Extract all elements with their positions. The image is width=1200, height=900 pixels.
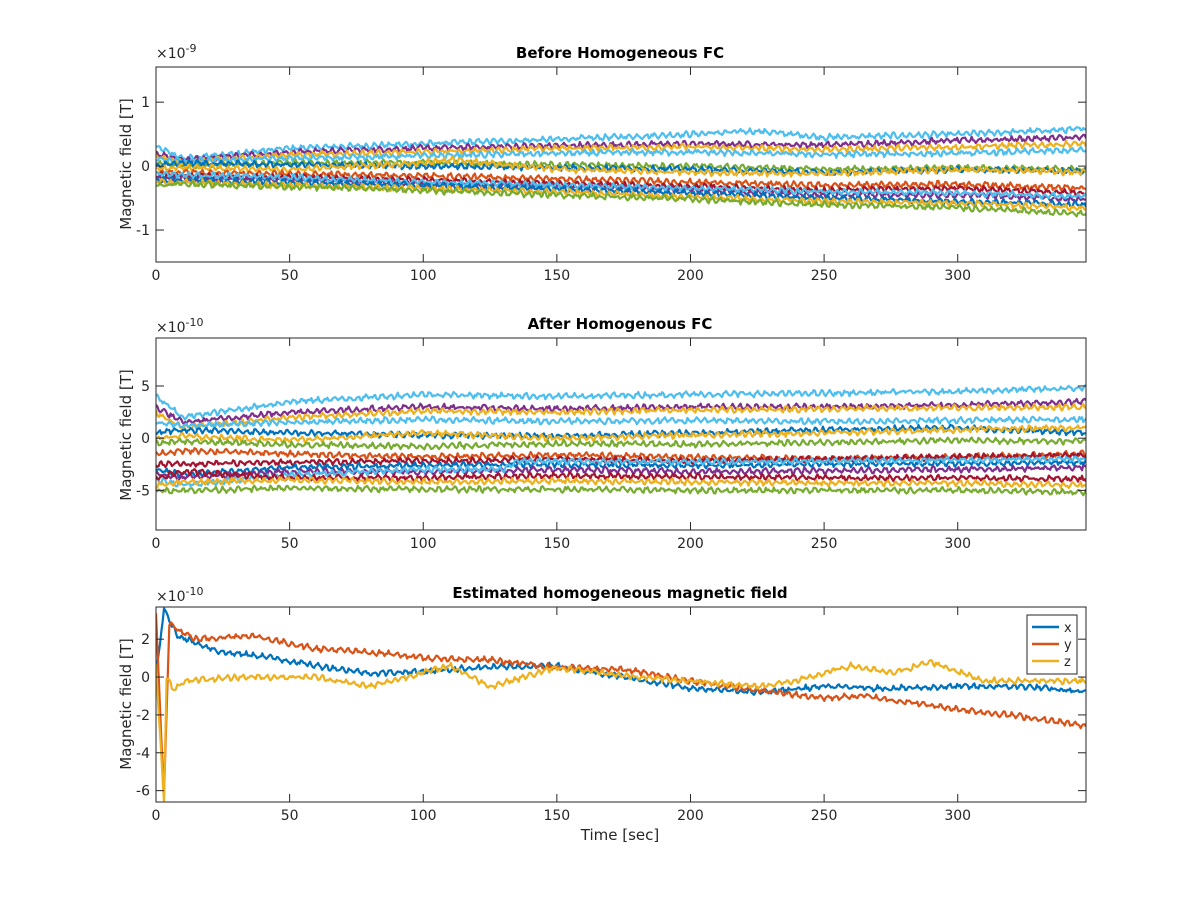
x-tick-label: 150 (543, 536, 570, 552)
y-exponent-power: -10 (186, 585, 204, 598)
series-line (156, 455, 1086, 488)
series-lines (156, 607, 1086, 802)
chart-title: Estimated homogeneous magnetic field (452, 584, 787, 602)
series-line (156, 168, 1086, 192)
x-tick-label: 200 (677, 808, 704, 824)
series-line (156, 176, 1086, 208)
y-tick-label: 0 (141, 670, 150, 686)
series-line (156, 415, 1086, 430)
series-line (156, 170, 1086, 200)
x-tick-label: 300 (944, 536, 971, 552)
x-tick-label: 0 (152, 808, 161, 824)
y-axis-label: Magnetic field [T] (117, 369, 135, 500)
x-tick-label: 50 (281, 808, 299, 824)
y-tick-label: -1 (136, 223, 150, 239)
x-tick-label: 50 (281, 268, 299, 284)
y-tick-label: 1 (141, 95, 150, 111)
x-tick-label: 150 (543, 808, 570, 824)
series-line (156, 475, 1086, 490)
y-exponent-power: -10 (186, 316, 204, 329)
series-line (156, 613, 1086, 795)
series-line (156, 402, 1086, 431)
x-tick-label: 300 (944, 268, 971, 284)
chart-title: Before Homogeneous FC (516, 44, 724, 62)
y-tick-label: 2 (141, 632, 150, 648)
x-tick-label: 250 (811, 808, 838, 824)
y-tick-label: -4 (136, 746, 150, 762)
series-line (156, 155, 1086, 178)
axes-frame (155, 66, 1087, 263)
series-line (156, 133, 1086, 164)
x-tick-label: 250 (811, 536, 838, 552)
series-lines (156, 384, 1086, 497)
y-exponent-power: -9 (186, 42, 197, 55)
y-tick-label: 5 (141, 379, 150, 395)
series-line (156, 397, 1086, 426)
y-exponent-base: ×10 (156, 46, 186, 62)
x-tick-label: 200 (677, 536, 704, 552)
series-line (156, 436, 1086, 451)
y-exponent-base: ×10 (156, 589, 186, 605)
legend-label: x (1064, 621, 1072, 636)
x-tick-label: 300 (944, 808, 971, 824)
x-tick-label: 150 (543, 268, 570, 284)
x-tick-label: 50 (281, 536, 299, 552)
series-line (156, 180, 1086, 218)
x-axis-label: Time [sec] (580, 826, 659, 844)
series-lines (156, 125, 1086, 218)
subplot-before-fc: Before Homogeneous FC Magnetic field [T]… (117, 42, 1087, 284)
y-axis-label: Magnetic field [T] (117, 638, 135, 769)
y-exponent-label: ×10-10 (156, 316, 204, 336)
x-tick-label: 250 (811, 268, 838, 284)
series-line (156, 484, 1086, 497)
x-tick-label: 100 (410, 268, 437, 284)
series-line (156, 125, 1086, 162)
x-tick-label: 100 (410, 808, 437, 824)
y-tick-label: -6 (136, 784, 150, 800)
x-tick-label: 0 (152, 268, 161, 284)
y-tick-label: -2 (136, 708, 150, 724)
legend-label: y (1064, 638, 1072, 653)
y-tick-label: 0 (141, 431, 150, 447)
x-tick-label: 0 (152, 536, 161, 552)
axes-frame (155, 606, 1087, 803)
y-exponent-label: ×10-10 (156, 585, 204, 605)
series-line (156, 384, 1086, 421)
series-line (156, 139, 1086, 166)
series-line (156, 607, 1086, 696)
x-tick-label: 100 (410, 536, 437, 552)
y-axis-label: Magnetic field [T] (117, 98, 135, 229)
axes-frame (155, 337, 1087, 531)
legend-label: z (1064, 655, 1071, 670)
y-tick-label: -5 (136, 483, 150, 499)
chart-title: After Homogenous FC (528, 315, 713, 333)
legend: xyz (1026, 614, 1078, 675)
subplot-after-fc: After Homogenous FC Magnetic field [T] ×… (117, 315, 1087, 552)
y-exponent-base: ×10 (156, 320, 186, 336)
series-line (156, 424, 1086, 444)
y-tick-label: 0 (141, 159, 150, 175)
x-tick-label: 200 (677, 268, 704, 284)
series-line (156, 659, 1086, 802)
subplot-estimated-field: Estimated homogeneous magnetic field Mag… (117, 584, 1087, 844)
series-line (156, 464, 1086, 482)
series-line (156, 145, 1086, 165)
y-exponent-label: ×10-9 (156, 42, 197, 62)
